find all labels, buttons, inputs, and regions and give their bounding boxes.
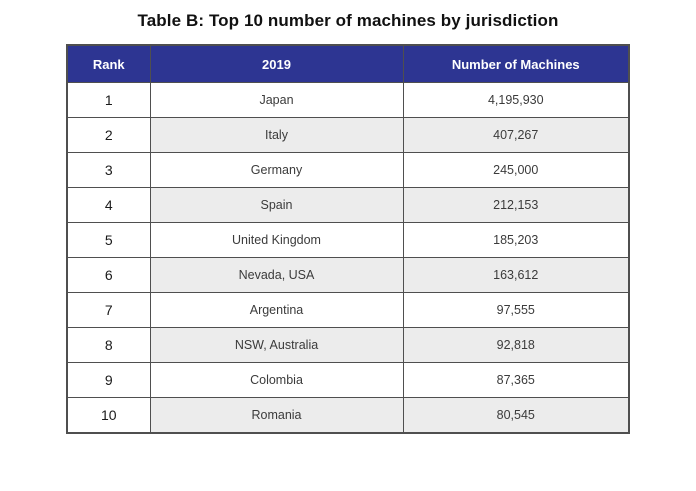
header-row: Rank 2019 Number of Machines — [66, 44, 630, 83]
jurisdiction-cell: Colombia — [149, 362, 404, 398]
machines-table: Rank 2019 Number of Machines 1 Japan 4,195… — [66, 44, 630, 434]
table-row: 8 NSW, Australia 92,818 — [66, 327, 630, 363]
table-row: 3 Germany 245,000 — [66, 152, 630, 188]
jurisdiction-cell: Argentina — [149, 292, 404, 328]
jurisdiction-cell: United Kingdom — [149, 222, 404, 258]
jurisdiction-cell: Italy — [149, 117, 404, 153]
jurisdiction-cell: NSW, Australia — [149, 327, 404, 363]
table-row: 4 Spain 212,153 — [66, 187, 630, 223]
machines-cell: 97,555 — [402, 292, 630, 328]
machines-cell: 92,818 — [402, 327, 630, 363]
machines-cell: 212,153 — [402, 187, 630, 223]
rank-cell: 10 — [66, 397, 151, 434]
rank-cell: 3 — [66, 152, 151, 188]
table-row: 6 Nevada, USA 163,612 — [66, 257, 630, 293]
machines-cell: 163,612 — [402, 257, 630, 293]
jurisdiction-cell: Spain — [149, 187, 404, 223]
machines-cell: 245,000 — [402, 152, 630, 188]
header-machines: Number of Machines — [402, 44, 630, 83]
jurisdiction-cell: Japan — [149, 82, 404, 118]
table-row: 2 Italy 407,267 — [66, 117, 630, 153]
machines-cell: 4,195,930 — [402, 82, 630, 118]
machines-cell: 87,365 — [402, 362, 630, 398]
rank-cell: 2 — [66, 117, 151, 153]
jurisdiction-cell: Germany — [149, 152, 404, 188]
rank-cell: 6 — [66, 257, 151, 293]
table-body: 1 Japan 4,195,930 2 Italy 407,267 3 Germany 245,… — [66, 82, 630, 434]
table-title: Table B: Top 10 number of machines by ju… — [137, 11, 559, 30]
table-row: 7 Argentina 97,555 — [66, 292, 630, 328]
table-header: Rank 2019 Number of Machines — [66, 44, 630, 83]
table-row: 5 United Kingdom 185,203 — [66, 222, 630, 258]
table-row: 1 Japan 4,195,930 — [66, 82, 630, 118]
machines-cell: 407,267 — [402, 117, 630, 153]
machines-cell: 80,545 — [402, 397, 630, 434]
jurisdiction-cell: Nevada, USA — [149, 257, 404, 293]
jurisdiction-cell: Romania — [149, 397, 404, 434]
rank-cell: 1 — [66, 82, 151, 118]
rank-cell: 7 — [66, 292, 151, 328]
rank-cell: 5 — [66, 222, 151, 258]
header-year: 2019 — [149, 44, 404, 83]
table-row: 10 Romania 80,545 — [66, 397, 630, 434]
table-row: 9 Colombia 87,365 — [66, 362, 630, 398]
rank-cell: 9 — [66, 362, 151, 398]
rank-cell: 4 — [66, 187, 151, 223]
header-rank: Rank — [66, 44, 151, 83]
rank-cell: 8 — [66, 327, 151, 363]
machines-cell: 185,203 — [402, 222, 630, 258]
